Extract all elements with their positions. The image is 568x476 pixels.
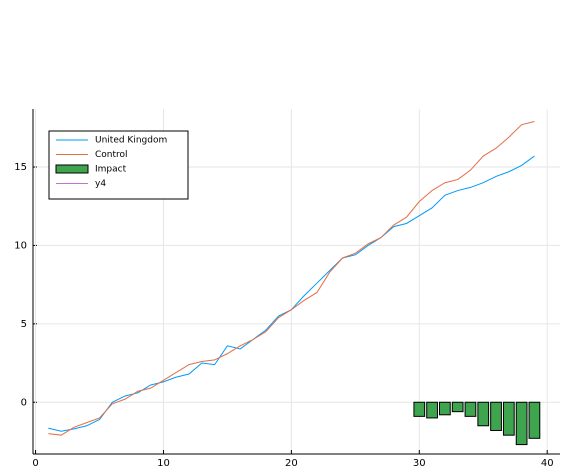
bar — [439, 401, 451, 416]
x-tick-label: 30 — [413, 458, 426, 469]
line — [48, 121, 535, 436]
bar — [413, 401, 426, 417]
x-tick-label: 10 — [157, 458, 170, 469]
bar — [515, 401, 528, 446]
bar — [502, 401, 515, 436]
bar — [451, 401, 464, 413]
legend: United Kingdom Control Impact y4 — [48, 130, 189, 200]
legend-label: y4 — [95, 179, 106, 189]
x-tick-label: 40 — [541, 458, 554, 469]
y-tick-label: 0 — [21, 397, 27, 408]
bar — [464, 401, 477, 417]
x-tick-label: 0 — [32, 458, 38, 469]
legend-swatch — [55, 164, 89, 174]
y-tick-label: 5 — [21, 319, 27, 330]
legend-label: Impact — [95, 165, 127, 175]
bar — [477, 401, 490, 427]
x-tick-label: 20 — [285, 458, 298, 469]
bar — [528, 401, 541, 439]
legend-label: Control — [95, 150, 128, 160]
y-tick-label: 10 — [14, 240, 27, 251]
bar — [426, 401, 438, 419]
legend-label: United Kingdom — [95, 136, 167, 146]
bar — [490, 401, 502, 431]
y-tick-label: 15 — [14, 162, 27, 173]
